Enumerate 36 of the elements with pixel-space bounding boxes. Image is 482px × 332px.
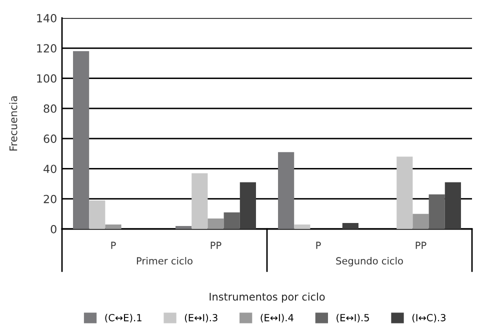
y-tick-label: 40: [44, 164, 56, 174]
bar: [89, 200, 106, 229]
y-tick-label: 20: [44, 194, 56, 204]
y-tick-label: 140: [37, 14, 56, 22]
text: Primer ciclo: [136, 257, 192, 265]
bar: [224, 212, 240, 229]
y-tick-label: 80: [44, 104, 56, 113]
bar: [294, 224, 310, 229]
y-axis-title: Frecuencia: [9, 96, 18, 150]
bar: [428, 194, 445, 229]
y-tick-label: 60: [44, 134, 56, 143]
bar: [342, 222, 358, 229]
bar: [412, 214, 429, 229]
y-tick-label: 100: [37, 74, 56, 83]
x-tick-label: PP: [416, 242, 426, 249]
bar: [73, 51, 90, 229]
text: Segundo ciclo: [336, 257, 403, 266]
bar: [396, 156, 413, 229]
bar: [444, 182, 461, 229]
x-tick-label: PP: [210, 242, 222, 249]
bar: [192, 173, 208, 229]
x-axis-title: Instrumentos por ciclo: [210, 292, 325, 303]
bar: [208, 218, 224, 229]
y-tick-label: 120: [37, 44, 56, 53]
y-tick-label: 0: [50, 224, 56, 234]
x-tick-label: P: [316, 242, 321, 249]
legend-label: (E↔I).5: [336, 314, 369, 322]
x-tick-label: P: [111, 242, 116, 249]
legend-label: (I↔C).3: [412, 314, 446, 322]
bar: [278, 152, 294, 229]
bar: [176, 226, 192, 229]
legend-label: (E↔I).3: [184, 314, 218, 322]
legend-label: (E↔I).4: [260, 314, 294, 322]
bar: [105, 224, 122, 229]
bar: [240, 182, 256, 229]
legend-label: (C↔E).1: [105, 314, 142, 322]
